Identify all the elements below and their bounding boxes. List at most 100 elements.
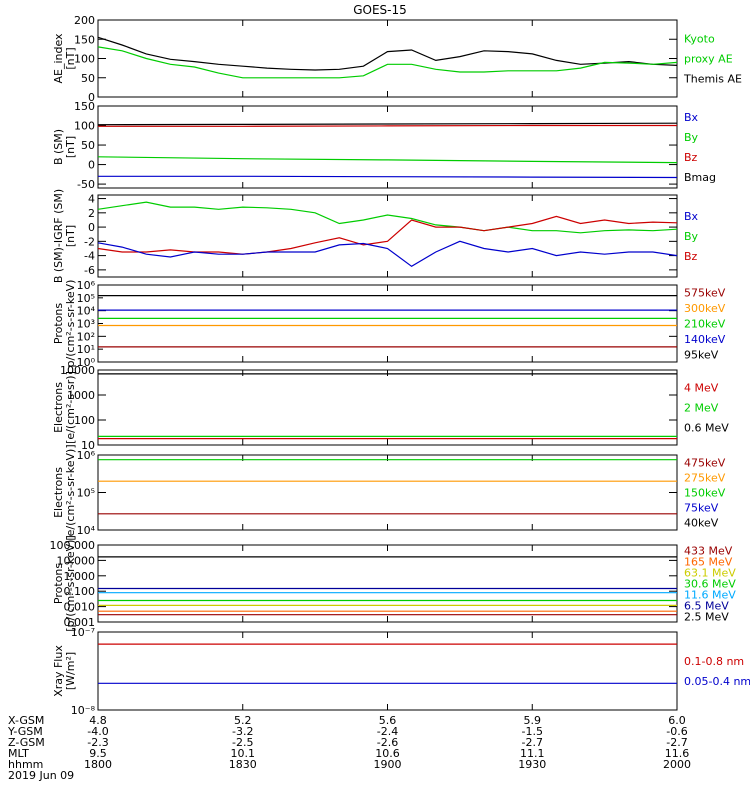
legend-entry: 0.1-0.8 nm <box>684 655 744 668</box>
x-column-value: -3.2 <box>232 725 253 738</box>
plot-title: GOES-15 <box>353 3 407 17</box>
x-column-value: 9.5 <box>89 747 107 760</box>
x-row-label: X-GSM <box>8 714 44 727</box>
y-tick-label: 10² <box>77 330 95 343</box>
legend-entry: 475keV <box>684 457 726 470</box>
y-axis-label-line: [e/(cm²-s-sr-keV)] <box>64 444 77 540</box>
y-tick-label: 100 <box>74 53 95 66</box>
legend-entry: Bz <box>684 250 698 263</box>
panel-frame <box>97 454 678 531</box>
x-column-value: 1830 <box>229 758 257 771</box>
legend-entry: 63.1 MeV <box>684 567 736 580</box>
x-column-value: -2.5 <box>232 736 253 749</box>
y-axis-label-line: [p/(cm²-s-sr-keV)] <box>64 535 77 632</box>
x-row-label: Z-GSM <box>8 736 45 749</box>
x-column-value: 5.2 <box>234 714 252 727</box>
legend-entry: By <box>684 230 699 243</box>
y-axis-label-line: [e/(cm²-s-sr)] <box>64 371 77 444</box>
legend-entry: 2 MeV <box>684 402 719 415</box>
x-column-value: -2.7 <box>522 736 543 749</box>
y-tick-label: -6 <box>84 264 95 277</box>
y-axis-label-line: Electrons <box>52 467 65 518</box>
y-axis-label: Electrons[e/(cm²-s-sr)] <box>52 371 77 444</box>
y-tick-label: -50 <box>77 178 95 191</box>
y-axis-label-line: B (SM)-IGRF (SM) <box>52 189 65 283</box>
y-axis-label-line: B (SM) <box>52 129 65 165</box>
y-tick-label: 10⁻⁷ <box>71 626 95 639</box>
x-column-value: -0.6 <box>666 725 687 738</box>
legend-entry: 30.6 MeV <box>684 578 736 591</box>
y-tick-label: 0 <box>88 91 95 104</box>
legend-entry: 0.05-0.4 nm <box>684 675 750 688</box>
y-axis-label: Protonsp/(cm²-s-sr-keV) <box>52 280 77 368</box>
y-tick-label: 10⁴ <box>77 524 96 537</box>
panel-frame <box>97 284 678 363</box>
y-axis-label: Protons[p/(cm²-s-sr-keV)] <box>52 535 77 632</box>
panel-frame <box>97 19 678 98</box>
y-tick-label: 100 <box>74 120 95 133</box>
legend-entry: Bx <box>684 210 699 223</box>
y-tick-label: 100.000 <box>50 539 96 552</box>
x-column-value: 2000 <box>663 758 691 771</box>
panel-electrons_kev: 10⁴ 10⁵ 10⁶ Electrons[e/(cm²-s-sr-keV)] 475k… <box>52 444 726 540</box>
y-tick-label: 150 <box>74 33 95 46</box>
y-axis-label-line: Xray Flux <box>52 645 65 697</box>
x-column-value: -1.5 <box>522 725 543 738</box>
series-line-1 <box>97 46 678 79</box>
legend-entry: 40keV <box>684 517 719 530</box>
series-line-0 <box>97 201 678 234</box>
legend-entry: 575keV <box>684 287 726 300</box>
legend-entry: 275keV <box>684 472 726 485</box>
x-column-value: 11.1 <box>520 747 545 760</box>
series-line-3 <box>98 175 678 179</box>
y-tick-label: 0.010 <box>64 601 96 614</box>
y-tick-label: 2 <box>88 207 95 220</box>
y-tick-label: 0 <box>88 221 95 234</box>
y-tick-label: 10⁶ <box>77 449 96 462</box>
y-axis-label-line: p/(cm²-s-sr-keV) <box>64 280 77 368</box>
legend-entry: Bmag <box>684 171 716 184</box>
x-column-value: 5.6 <box>379 714 397 727</box>
y-axis-label-line: Protons <box>52 563 65 604</box>
series-line-2 <box>97 240 678 268</box>
y-axis-label-line: Protons <box>52 303 65 344</box>
y-tick-label: 10⁵ <box>77 487 95 500</box>
x-row-label: MLT <box>8 747 29 760</box>
legend-entry: 210keV <box>684 318 726 331</box>
y-tick-label: 1.000 <box>64 570 96 583</box>
series-line-0 <box>97 122 678 126</box>
legend-entry: By <box>684 131 699 144</box>
y-tick-label: 0 <box>88 159 95 172</box>
y-tick-label: -4 <box>84 250 95 263</box>
y-tick-label: 0.001 <box>64 616 96 629</box>
legend-entry: 165 MeV <box>684 556 733 569</box>
panel-protons_kev: 10⁰10²10⁴10⁶10¹10³10⁵Protonsp/(cm²-s-sr-… <box>52 279 726 369</box>
y-tick-label: 200 <box>74 14 95 27</box>
panel-bsm: -50 0 50 100 150 B (SM)[nT] Bx By Bz Bmag <box>52 100 716 191</box>
y-axis-label-line: [W/m²] <box>64 652 77 690</box>
x-column-value: -2.4 <box>377 725 398 738</box>
y-axis-label-line: [nT] <box>64 225 77 247</box>
y-tick-label: 10⁻⁸ <box>71 704 96 717</box>
y-tick-label: 10⁰ <box>77 356 96 369</box>
legend-entry: 4 MeV <box>684 382 719 395</box>
legend-entry: 0.6 MeV <box>684 422 729 435</box>
y-tick-label: 10³ <box>77 318 95 331</box>
series-line-2 <box>97 156 678 164</box>
legend-entry: 11.6 MeV <box>684 589 736 602</box>
legend-entry: proxy AE <box>684 53 733 66</box>
x-row-label: Y-GSM <box>7 725 43 738</box>
legend-entry: 95keV <box>684 348 719 361</box>
legend-entry: Themis AE <box>683 73 742 86</box>
y-tick-label: 100 <box>74 414 95 427</box>
y-tick-label: 10.000 <box>57 554 96 567</box>
y-tick-label: 10¹ <box>77 343 95 356</box>
y-axis-label-line: AE_index <box>52 33 65 84</box>
legend-entry: 2.5 MeV <box>684 611 729 624</box>
x-column-value: 5.9 <box>524 714 542 727</box>
legend-entry: 433 MeV <box>684 545 733 558</box>
x-column-value: 10.6 <box>375 747 400 760</box>
legend-entry: 75keV <box>684 502 719 515</box>
